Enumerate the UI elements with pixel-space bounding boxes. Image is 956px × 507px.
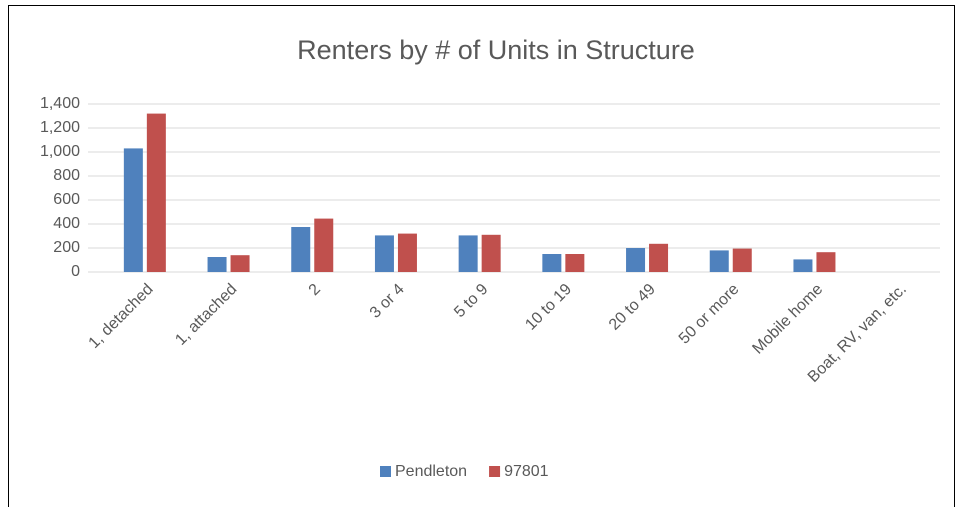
legend-swatch (489, 466, 501, 477)
y-tick-label: 1,400 (40, 95, 80, 112)
y-tick-label: 800 (53, 167, 80, 184)
y-tick-label: 1,200 (40, 119, 80, 136)
bar (230, 255, 250, 272)
bar (123, 148, 143, 272)
legend-swatch (380, 466, 391, 477)
y-tick-label: 600 (53, 191, 80, 208)
bar (314, 218, 334, 272)
bar (481, 234, 501, 272)
chart-title: Renters by # of Units in Structure (297, 35, 695, 65)
bar (793, 259, 813, 272)
bar (709, 250, 729, 272)
bar (291, 227, 311, 272)
bar (458, 235, 478, 272)
bar (374, 235, 394, 272)
bar (732, 248, 752, 272)
y-tick-label: 1,000 (40, 143, 80, 160)
chart-border (8, 5, 955, 507)
y-tick-label: 200 (53, 239, 80, 256)
legend-label: 97801 (504, 463, 549, 480)
bar (816, 252, 836, 272)
bar (649, 243, 669, 272)
bar (207, 257, 227, 272)
y-tick-label: 0 (71, 263, 80, 280)
y-tick-label: 400 (53, 215, 80, 232)
bar (146, 113, 166, 272)
bar (397, 233, 417, 272)
legend-label: Pendleton (395, 463, 467, 480)
bar (626, 248, 646, 272)
bar (542, 254, 562, 272)
bar (565, 254, 585, 272)
